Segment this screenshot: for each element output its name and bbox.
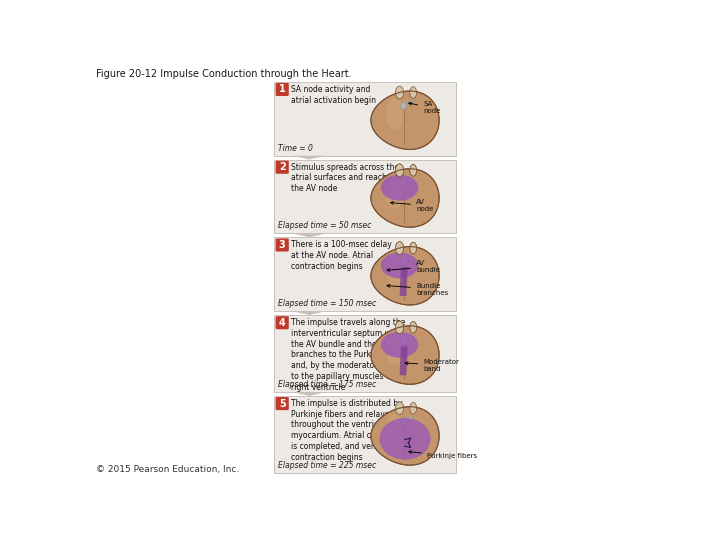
Ellipse shape [408,335,413,340]
Ellipse shape [410,402,417,414]
Text: 5: 5 [279,399,286,409]
Text: The impulse travels along the
interventricular septum within
the AV bundle and t: The impulse travels along the interventr… [291,318,409,392]
Text: AV
bundle: AV bundle [387,260,440,273]
Polygon shape [371,407,439,465]
Text: © 2015 Pearson Education, Inc.: © 2015 Pearson Education, Inc. [96,465,240,475]
Text: There is a 100-msec delay
at the AV node. Atrial
contraction begins: There is a 100-msec delay at the AV node… [291,240,392,271]
Ellipse shape [395,402,404,415]
Ellipse shape [401,258,406,265]
Polygon shape [292,233,326,237]
Polygon shape [400,267,408,296]
Text: SA
node: SA node [409,101,441,114]
Text: Elapsed time = 175 msec: Elapsed time = 175 msec [279,380,377,389]
Ellipse shape [386,254,403,286]
Ellipse shape [410,242,417,254]
Ellipse shape [386,333,403,365]
Text: 2: 2 [279,162,286,172]
Text: AV
node: AV node [391,199,433,212]
Polygon shape [371,169,439,227]
Polygon shape [371,326,439,384]
Ellipse shape [408,256,413,261]
Text: 4: 4 [279,318,286,328]
Text: Elapsed time = 150 msec: Elapsed time = 150 msec [279,299,377,308]
Text: Figure 20-12 Impulse Conduction through the Heart.: Figure 20-12 Impulse Conduction through … [96,70,352,79]
Ellipse shape [386,99,403,130]
Ellipse shape [401,337,406,344]
Text: The impulse is distributed by
Purkinje fibers and relayed
throughout the ventric: The impulse is distributed by Purkinje f… [291,399,410,462]
Ellipse shape [410,242,417,254]
Ellipse shape [395,242,404,254]
Ellipse shape [395,164,404,177]
Ellipse shape [410,87,417,98]
Ellipse shape [386,177,403,208]
Text: 3: 3 [279,240,286,250]
Polygon shape [371,247,439,305]
FancyBboxPatch shape [276,161,289,174]
Ellipse shape [408,178,413,183]
Ellipse shape [401,418,406,425]
Ellipse shape [408,100,413,105]
Text: Purkinje fibers: Purkinje fibers [409,450,477,459]
Ellipse shape [410,165,417,176]
FancyBboxPatch shape [276,397,289,410]
FancyBboxPatch shape [274,396,456,473]
Text: 1: 1 [279,84,286,94]
Ellipse shape [408,416,413,421]
Ellipse shape [410,322,417,333]
Ellipse shape [410,165,417,176]
Ellipse shape [395,321,404,334]
Text: Elapsed time = 50 msec: Elapsed time = 50 msec [279,221,372,231]
Text: Bundle
branches: Bundle branches [387,282,448,295]
FancyBboxPatch shape [274,159,456,233]
FancyBboxPatch shape [274,237,456,311]
Ellipse shape [381,332,418,357]
FancyBboxPatch shape [274,82,456,156]
Polygon shape [371,91,439,150]
Ellipse shape [395,321,404,334]
Ellipse shape [395,242,404,254]
FancyBboxPatch shape [274,315,456,392]
Ellipse shape [410,322,417,333]
Ellipse shape [386,414,403,446]
Polygon shape [292,392,326,396]
Polygon shape [400,347,408,375]
Ellipse shape [381,174,418,200]
Polygon shape [292,156,326,159]
Ellipse shape [401,103,406,109]
Text: Stimulus spreads across the
atrial surfaces and reaches
the AV node: Stimulus spreads across the atrial surfa… [291,163,399,193]
Text: SA node activity and
atrial activation begin: SA node activity and atrial activation b… [291,85,376,105]
Polygon shape [292,311,326,315]
Ellipse shape [395,86,404,99]
FancyBboxPatch shape [276,239,289,252]
Text: Elapsed time = 225 msec: Elapsed time = 225 msec [279,461,377,470]
FancyBboxPatch shape [276,316,289,329]
Ellipse shape [395,164,404,177]
Text: Time = 0: Time = 0 [279,144,313,153]
Text: Moderator
band: Moderator band [405,359,459,372]
Ellipse shape [401,180,406,187]
Ellipse shape [379,418,431,460]
FancyBboxPatch shape [276,83,289,96]
Ellipse shape [381,252,418,279]
